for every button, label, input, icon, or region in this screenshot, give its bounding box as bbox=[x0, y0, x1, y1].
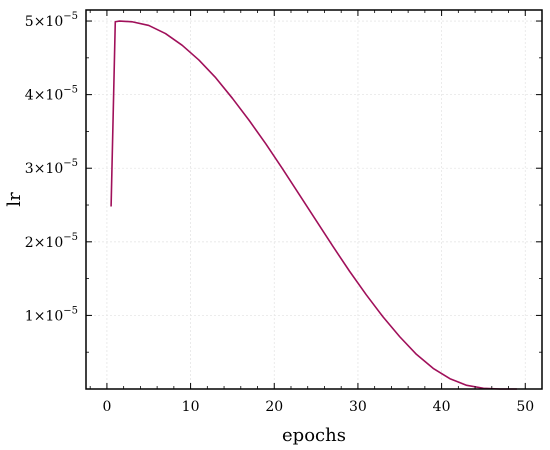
x-tick-label: 30 bbox=[349, 399, 367, 415]
x-tick-label: 20 bbox=[265, 399, 283, 415]
x-tick-labels: 0 10 20 30 40 50 bbox=[102, 399, 534, 415]
x-axis-label: epochs bbox=[282, 425, 346, 446]
x-tick-label: 50 bbox=[516, 399, 534, 415]
y-tick-label: 1×10−5 bbox=[25, 305, 78, 324]
x-tick-label: 0 bbox=[102, 399, 111, 415]
grid-layer bbox=[86, 10, 542, 389]
y-tick-label: 5×10−5 bbox=[25, 11, 78, 30]
y-tick-labels: 1×10−5 2×10−5 3×10−5 4×10−5 5×10−5 bbox=[25, 11, 78, 324]
line-layer bbox=[110, 20, 517, 390]
lr-series-line bbox=[110, 20, 517, 390]
x-tick-label: 10 bbox=[182, 399, 200, 415]
y-tick-label: 4×10−5 bbox=[25, 85, 78, 104]
y-tick-label: 2×10−5 bbox=[25, 232, 78, 251]
y-tick-label: 3×10−5 bbox=[25, 158, 78, 177]
x-tick-label: 40 bbox=[433, 399, 451, 415]
y-axis-label: lr bbox=[4, 192, 25, 207]
plot-frame bbox=[85, 9, 543, 390]
tick-layer bbox=[86, 10, 543, 389]
